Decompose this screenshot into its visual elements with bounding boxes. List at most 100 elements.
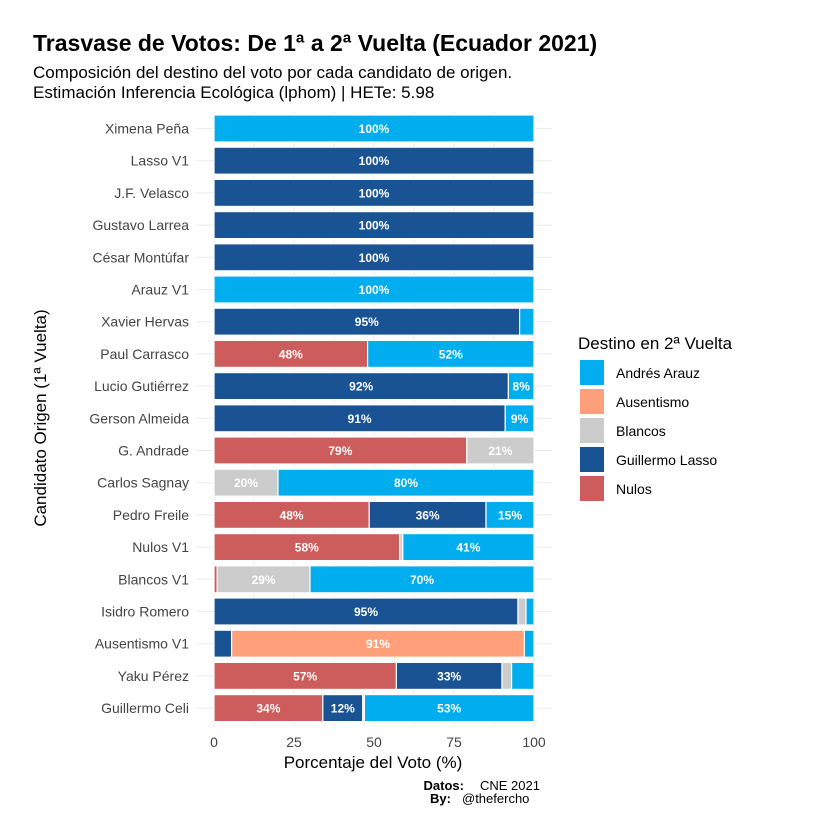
legend-label-blancos: Blancos	[616, 423, 666, 439]
bar-row-paul-carrasco: 48% 52%	[214, 340, 534, 367]
bar-row-lucio-gutierrez: 92% 8%	[214, 373, 534, 400]
chart-subtitle-line1: Composición del destino del voto por cad…	[33, 63, 512, 82]
y-tick-label: Nulos V1	[132, 539, 189, 555]
bar-value-label: 79%	[328, 444, 352, 458]
bar-row-lasso-v1: 100%	[214, 147, 534, 174]
y-axis-title: Candidato Origen (1ª Vuelta)	[31, 309, 50, 526]
bar-value-label: 80%	[394, 476, 418, 490]
bar-row-pedro-freile: 48% 36% 15%	[214, 501, 534, 528]
y-tick-label: Blancos V1	[118, 571, 189, 587]
bar-andres-arauz	[520, 308, 534, 335]
y-tick-label: Yaku Pérez	[118, 668, 189, 684]
bar-value-label: 95%	[355, 315, 379, 329]
bar-value-label: 36%	[416, 508, 440, 522]
bar-value-label: 70%	[410, 573, 434, 587]
bar-row-cesar-montufar: 100%	[214, 244, 534, 271]
y-tick-label: Paul Carrasco	[100, 346, 189, 362]
legend-swatch-andres-arauz	[580, 360, 604, 385]
bar-value-label: 100%	[359, 186, 390, 200]
bar-row-arauz-v1: 100%	[214, 276, 534, 303]
y-tick-label: Gustavo Larrea	[93, 217, 190, 233]
x-tick-label: 75	[446, 734, 462, 750]
bar-row-yaku-perez: 57% 33%	[214, 662, 534, 689]
y-tick-label: Isidro Romero	[101, 604, 189, 620]
legend-swatch-ausentismo	[580, 389, 604, 414]
x-axis-title: Porcentaje del Voto (%)	[284, 753, 463, 772]
x-axis-labels: 0 25 50 75 100	[210, 734, 546, 750]
bar-value-label: 57%	[293, 669, 317, 683]
bar-andres-arauz	[512, 662, 534, 689]
x-tick-label: 25	[286, 734, 302, 750]
bar-blancos	[518, 598, 526, 625]
bar-value-label: 91%	[348, 412, 372, 426]
y-tick-label: Pedro Freile	[113, 507, 189, 523]
y-tick-label: César Montúfar	[93, 249, 190, 265]
bar-value-label: 9%	[511, 412, 529, 426]
bar-value-label: 52%	[439, 347, 463, 361]
bar-value-label: 58%	[295, 541, 319, 555]
bar-value-label: 21%	[488, 444, 512, 458]
bar-value-label: 48%	[279, 347, 303, 361]
y-tick-label: Guillermo Celi	[101, 700, 189, 716]
caption-by-label: By:	[430, 791, 451, 806]
bar-value-label: 91%	[366, 637, 390, 651]
bar-value-label: 29%	[252, 573, 276, 587]
y-tick-label: Ausentismo V1	[95, 636, 189, 652]
bar-value-label: 48%	[280, 508, 304, 522]
bar-row-gerson-almeida: 91% 9%	[214, 405, 534, 432]
bars-group: 100% 100% 100% 100% 100% 100% 95% 48% 52% 92% 8% 91…	[214, 115, 534, 722]
y-tick-label: Xavier Hervas	[101, 314, 189, 330]
bar-row-isidro-romero: 95%	[214, 598, 534, 625]
y-tick-label: G. Andrade	[118, 443, 189, 459]
bar-row-guillermo-celi: 34% 12% 53%	[214, 695, 534, 722]
bar-value-label: 100%	[359, 251, 390, 265]
y-tick-label: Lasso V1	[131, 153, 190, 169]
x-tick-label: 0	[210, 734, 218, 750]
bar-value-label: 100%	[359, 219, 390, 233]
legend-swatch-nulos	[580, 476, 604, 501]
chart-title: Trasvase de Votos: De 1ª a 2ª Vuelta (Ec…	[33, 30, 597, 56]
bar-andres-arauz	[524, 630, 534, 657]
bar-value-label: 100%	[359, 122, 390, 136]
x-tick-label: 50	[366, 734, 382, 750]
y-tick-label: Gerson Almeida	[89, 410, 189, 426]
y-axis-labels: Ximena Peña Lasso V1 J.F. Velasco Gustavo L…	[89, 121, 189, 717]
legend-label-ausentismo: Ausentismo	[616, 394, 689, 410]
bar-row-gustavo-larrea: 100%	[214, 212, 534, 239]
bar-row-ausentismo-v1: 91%	[214, 630, 534, 657]
bar-value-label: 33%	[437, 669, 461, 683]
bar-guillermo-lasso	[214, 630, 232, 657]
bar-row-g-andrade: 79% 21%	[214, 437, 534, 464]
bar-value-label: 95%	[354, 605, 378, 619]
bar-value-label: 34%	[256, 702, 280, 716]
caption-by-value: @thefercho	[462, 791, 529, 806]
bar-value-label: 92%	[349, 380, 373, 394]
bar-value-label: 8%	[513, 380, 531, 394]
y-tick-label: Lucio Gutiérrez	[94, 378, 189, 394]
y-tick-label: Arauz V1	[131, 282, 189, 298]
legend-label-guillermo-lasso: Guillermo Lasso	[616, 452, 717, 468]
legend-label-nulos: Nulos	[616, 481, 652, 497]
bar-row-j-f-velasco: 100%	[214, 179, 534, 206]
legend-swatch-blancos	[580, 418, 604, 443]
y-tick-label: Carlos Sagnay	[97, 475, 189, 491]
x-tick-label: 100	[522, 734, 546, 750]
bar-andres-arauz	[526, 598, 534, 625]
legend: Andrés Arauz Ausentismo Blancos Guillermo L…	[580, 360, 717, 501]
chart-subtitle-line2: Estimación Inferencia Ecológica (lphom) …	[33, 83, 434, 102]
bar-value-label: 12%	[331, 702, 355, 716]
bar-value-label: 100%	[359, 154, 390, 168]
bar-row-ximena-pena: 100%	[214, 115, 534, 142]
chart-canvas: Trasvase de Votos: De 1ª a 2ª Vuelta (Ec…	[0, 0, 840, 840]
bar-value-label: 41%	[456, 541, 480, 555]
bar-value-label: 20%	[234, 476, 258, 490]
bar-blancos	[502, 662, 512, 689]
bar-row-carlos-sagnay: 20% 80%	[214, 469, 534, 496]
legend-swatch-guillermo-lasso	[580, 447, 604, 472]
bar-row-xavier-hervas: 95%	[214, 308, 534, 335]
y-tick-label: Ximena Peña	[105, 121, 189, 137]
bar-row-nulos-v1: 58% 41%	[214, 534, 534, 561]
y-tick-label: J.F. Velasco	[114, 185, 189, 201]
bar-row-blancos-v1: 29% 70%	[214, 566, 534, 593]
bar-value-label: 53%	[437, 702, 461, 716]
